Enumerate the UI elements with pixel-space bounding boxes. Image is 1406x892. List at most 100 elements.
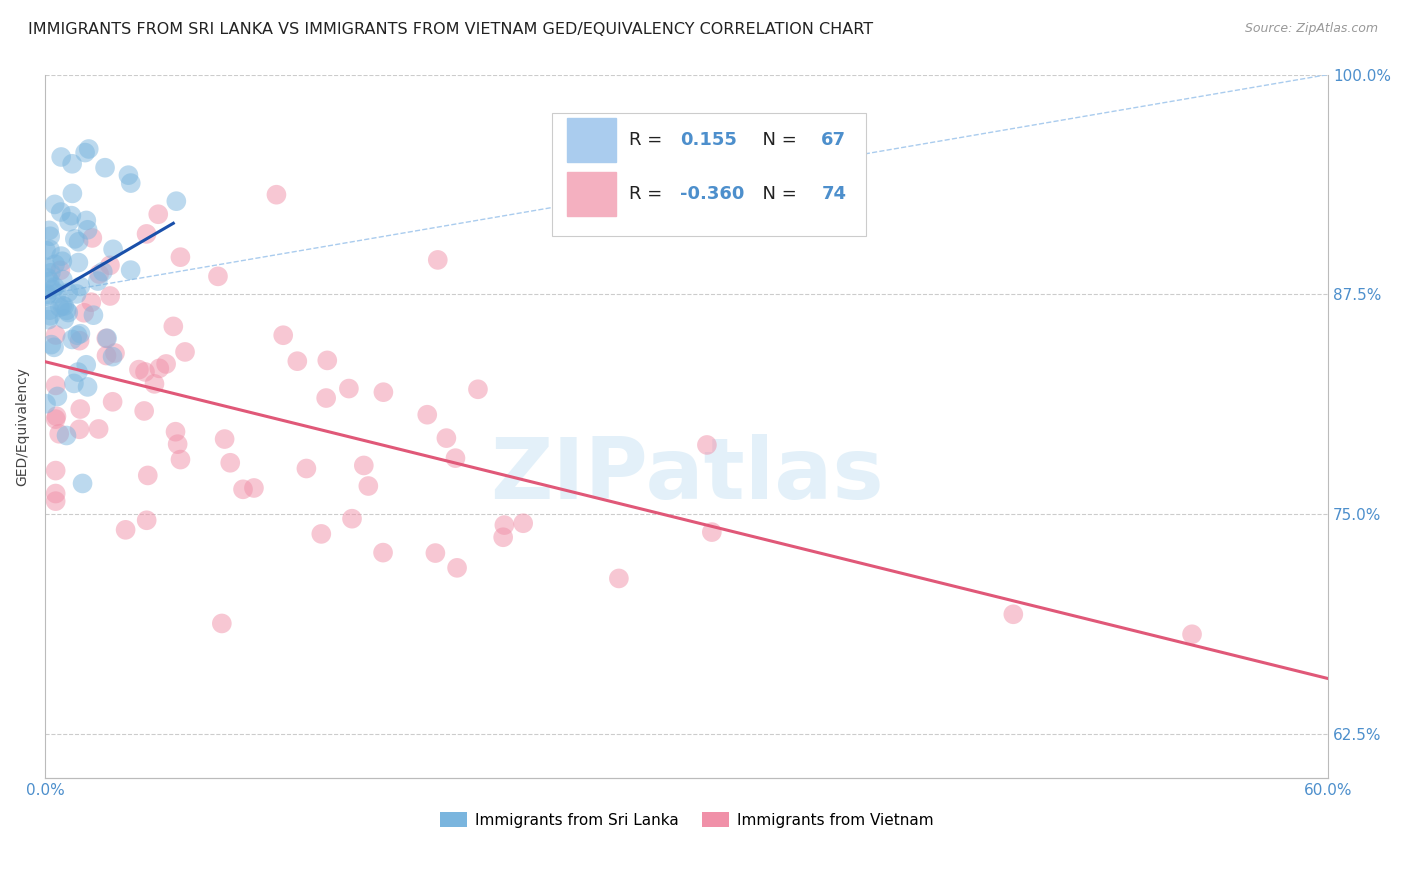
Point	[69, 326, 91, 341]
Point	[91, 265, 114, 279]
Point	[311, 527, 333, 541]
Point	[135, 513, 157, 527]
Point	[42, 340, 65, 354]
Point	[219, 456, 242, 470]
Point	[44, 197, 66, 211]
Point	[211, 616, 233, 631]
Point	[58, 285, 80, 300]
Point	[416, 408, 439, 422]
Point	[98, 289, 121, 303]
Point	[316, 353, 339, 368]
Text: R =: R =	[628, 131, 668, 149]
FancyBboxPatch shape	[567, 172, 616, 216]
Point	[101, 350, 124, 364]
Point	[39, 229, 62, 244]
Point	[357, 479, 380, 493]
Point	[136, 468, 159, 483]
Point	[49, 205, 72, 219]
Point	[104, 346, 127, 360]
Text: -0.360: -0.360	[681, 186, 745, 203]
Point	[353, 458, 375, 473]
Point	[51, 254, 73, 268]
Legend: Immigrants from Sri Lanka, Immigrants from Vietnam: Immigrants from Sri Lanka, Immigrants fr…	[433, 805, 939, 834]
Point	[285, 354, 308, 368]
Point	[39, 337, 62, 351]
Point	[371, 546, 394, 560]
Text: 0.155: 0.155	[681, 131, 737, 149]
Point	[53, 299, 76, 313]
Point	[607, 571, 630, 585]
Point	[1002, 607, 1025, 622]
Point	[45, 412, 67, 426]
Point	[58, 305, 80, 319]
Text: R =: R =	[628, 186, 668, 203]
Point	[271, 328, 294, 343]
Point	[315, 391, 337, 405]
Point	[67, 255, 90, 269]
Point	[101, 394, 124, 409]
Point	[134, 365, 156, 379]
Point	[94, 161, 117, 175]
Point	[45, 328, 67, 343]
Point	[45, 464, 67, 478]
Point	[696, 438, 718, 452]
Point	[38, 274, 60, 288]
Point	[295, 461, 318, 475]
Point	[39, 266, 62, 280]
Point	[120, 176, 142, 190]
Point	[492, 530, 515, 544]
Point	[243, 481, 266, 495]
Point	[166, 437, 188, 451]
Point	[46, 389, 69, 403]
Point	[444, 451, 467, 466]
Point	[63, 232, 86, 246]
Point	[69, 334, 91, 348]
Point	[169, 452, 191, 467]
Point	[155, 357, 177, 371]
Point	[162, 319, 184, 334]
Point	[135, 227, 157, 241]
Point	[48, 426, 70, 441]
Point	[80, 295, 103, 310]
Point	[53, 312, 76, 326]
Point	[174, 345, 197, 359]
Point	[337, 382, 360, 396]
Point	[96, 331, 118, 345]
Point	[58, 215, 80, 229]
Point	[494, 518, 516, 533]
Point	[45, 494, 67, 508]
Point	[72, 476, 94, 491]
Point	[143, 376, 166, 391]
Point	[39, 243, 62, 257]
Point	[67, 235, 90, 249]
Point	[69, 279, 91, 293]
Point	[35, 244, 58, 258]
Text: 74: 74	[821, 186, 846, 203]
Point	[51, 299, 73, 313]
Point	[87, 422, 110, 436]
Point	[232, 483, 254, 497]
Point	[51, 150, 73, 164]
Point	[117, 168, 139, 182]
Point	[75, 145, 97, 160]
Point	[49, 300, 72, 314]
Point	[207, 269, 229, 284]
Text: N =: N =	[751, 186, 803, 203]
Point	[76, 223, 98, 237]
Point	[340, 511, 363, 525]
Point	[55, 303, 77, 318]
Point	[700, 525, 723, 540]
Point	[60, 157, 83, 171]
Point	[37, 271, 59, 285]
Point	[49, 249, 72, 263]
Point	[76, 380, 98, 394]
Point	[69, 402, 91, 417]
Point	[44, 257, 66, 271]
Point	[60, 333, 83, 347]
Point	[60, 209, 83, 223]
Y-axis label: GED/Equivalency: GED/Equivalency	[15, 367, 30, 486]
Point	[148, 207, 170, 221]
Point	[114, 523, 136, 537]
Point	[96, 349, 118, 363]
Point	[165, 425, 187, 439]
